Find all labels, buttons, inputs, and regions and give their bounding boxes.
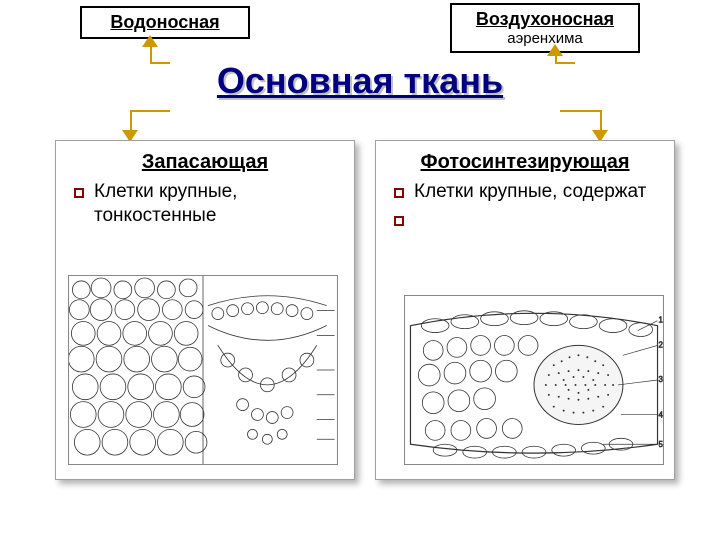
bullet-icon	[394, 188, 404, 198]
panel-zapasayushchaya: Запасающая Клетки крупные, тонкостенные	[55, 140, 355, 480]
illustration-photosynthetic-tissue: 1 2 3 4 5	[404, 295, 664, 465]
arrow-line	[555, 62, 575, 64]
panel-left-heading: Запасающая	[70, 151, 340, 174]
arrow-line	[560, 110, 600, 112]
illustration-storage-tissue	[68, 275, 338, 465]
arrow-line	[130, 110, 170, 112]
bullet-icon	[394, 216, 404, 226]
panel-right-heading: Фотосинтезирующая	[390, 151, 660, 174]
arrow-head-up	[547, 44, 563, 56]
top-box-vodonosnaya: Водоносная	[80, 6, 250, 39]
top-box-vozduhonosnaya: Воздухоносная аэренхима	[450, 3, 640, 53]
tissue-svg	[69, 276, 337, 464]
top-box-right-label: Воздухоносная	[460, 9, 630, 30]
svg-text:5: 5	[659, 440, 663, 449]
bullet-row: Клетки крупные, содержат	[390, 180, 660, 204]
bullet-text: Клетки крупные, тонкостенные	[94, 180, 340, 228]
arrow-head-up	[142, 35, 158, 47]
top-box-right-sublabel: аэренхима	[460, 30, 630, 47]
top-box-left-label: Водоносная	[90, 12, 240, 33]
svg-text:1: 1	[659, 316, 663, 325]
arrow-line	[150, 62, 170, 64]
bullet-row	[390, 208, 660, 226]
tissue-svg: 1 2 3 4 5	[405, 296, 663, 464]
page-title: Основная ткань	[0, 60, 720, 102]
bullet-row: Клетки крупные, тонкостенные	[70, 180, 340, 228]
svg-text:3: 3	[659, 375, 663, 384]
svg-text:4: 4	[659, 411, 663, 420]
bullet-text: Клетки крупные, содержат	[414, 180, 646, 204]
bullet-icon	[74, 188, 84, 198]
panel-fotosinteziruyushchaya: Фотосинтезирующая Клетки крупные, содерж…	[375, 140, 675, 480]
svg-text:2: 2	[659, 340, 663, 349]
arrow-line	[130, 110, 132, 132]
arrow-line	[600, 110, 602, 132]
